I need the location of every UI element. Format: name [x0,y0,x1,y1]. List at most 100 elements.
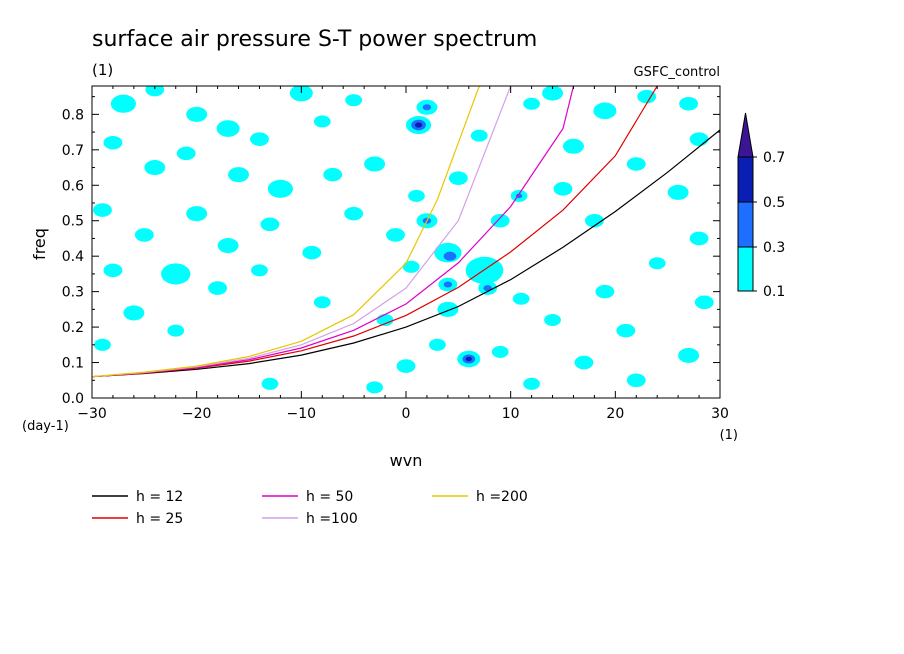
x-axis-label: wvn [390,451,423,470]
heat-region-60 [637,89,657,104]
heat-region-21 [437,301,459,317]
heat-region-53 [208,281,228,295]
heat-region-44 [93,203,112,217]
heat-region-67 [584,213,604,228]
colorbar-label-3: 0.7 [763,150,785,166]
y-tick-label-0: 0.0 [62,391,84,407]
heat-region-45 [134,228,154,242]
heat-region-80 [261,377,279,390]
legend-label-1: h = 25 [136,511,183,527]
chart-title: surface air pressure S-T power spectrum [92,27,537,52]
heat-region-30 [145,86,165,97]
heat-region-65 [667,184,689,200]
series-line-4 [92,86,480,378]
heat-region-15 [483,285,492,292]
heat-region-39 [176,146,196,161]
x-tick-label-4: 10 [502,406,520,422]
heat-region-57 [94,338,111,351]
heat-region-77 [523,377,540,390]
x-tick-label-6: 30 [711,406,729,422]
heat-region-41 [267,179,293,198]
heat-region-25 [386,228,405,242]
heat-region-18 [470,129,488,142]
heat-region-47 [217,238,239,254]
colorbar-label-1: 0.3 [763,240,785,256]
heat-region-7 [465,356,472,362]
dataset-label: GSFC_control [634,65,720,80]
legend-label-4: h =200 [476,489,528,505]
legend-label-0: h = 12 [136,489,183,505]
heat-region-40 [228,167,250,183]
heat-region-55 [123,305,145,321]
heat-region-32 [216,120,240,137]
heat-region-64 [626,157,646,171]
colorbar: 0.1 0.3 0.5 0.7 [737,112,785,300]
heat-region-71 [694,295,714,310]
heat-region-61 [679,96,699,111]
heat-region-63 [563,138,584,154]
heat-region-2 [414,122,423,128]
heat-region-82 [313,296,331,309]
heat-region-69 [648,257,666,270]
colorbar-segment-1 [737,201,754,248]
heat-region-37 [103,135,123,150]
x-tick-label-2: −10 [287,406,317,422]
heat-region-76 [626,373,646,388]
heat-region-43 [364,156,386,172]
legend-label-3: h =100 [306,511,358,527]
colorbar-arrow [737,112,754,158]
heat-region-75 [574,355,594,370]
heat-region-66 [553,182,573,196]
heat-region-42 [323,167,343,182]
colorbar-segment-0 [737,246,754,292]
y-tick-label-7: 0.7 [62,143,84,159]
heat-region-46 [186,206,208,222]
heat-region-79 [512,292,530,305]
x-tick-label-1: −20 [182,406,212,422]
heatmap-regions [93,86,714,394]
y-tick-label-3: 0.3 [62,285,84,301]
heat-region-68 [689,231,709,246]
heat-region-22 [490,213,510,228]
heat-region-54 [251,264,268,277]
heat-region-24 [408,189,425,202]
x-tick-label-5: 20 [606,406,624,422]
heat-region-62 [689,132,709,146]
heat-region-58 [542,86,563,101]
colorbar-segment-2 [737,156,754,203]
heat-region-28 [396,359,416,373]
heat-region-72 [544,313,561,327]
heat-region-48 [260,217,280,232]
series-line-0 [92,129,720,378]
y-tick-label-8: 0.8 [62,107,84,123]
y-tick-label-6: 0.6 [62,178,84,194]
heat-region-33 [250,132,269,146]
heat-region-9 [443,251,457,261]
y-axis-unit: (day-1) [22,419,69,434]
legend: h = 12 h = 25 h = 50 h =100 h =200 [92,489,528,527]
heat-region-36 [345,94,363,107]
heat-region-59 [593,102,617,120]
legend-label-2: h = 50 [306,489,353,505]
heat-region-81 [366,381,383,394]
heat-region-78 [491,345,509,358]
heat-region-31 [186,106,208,122]
heat-region-50 [344,206,364,221]
heat-region-19 [523,97,540,110]
series-line-1 [92,86,658,378]
heat-region-4 [422,104,432,111]
heat-region-29 [110,94,136,113]
x-tick-label-0: −30 [77,406,107,422]
heat-region-23 [448,171,468,185]
x-axis-unit: (1) [720,428,738,443]
colorbar-label-0: 0.1 [763,284,785,300]
x-axis: −30 −20 −10 0 10 20 30 [77,86,729,422]
heat-region-49 [302,245,322,260]
y-tick-label-1: 0.1 [62,356,84,372]
heat-region-70 [595,284,615,299]
y-axis: 0.0 0.1 0.2 0.3 0.4 0.5 0.6 0.7 0.8 [62,96,720,407]
heat-region-74 [678,347,700,363]
heat-region-56 [167,324,185,337]
